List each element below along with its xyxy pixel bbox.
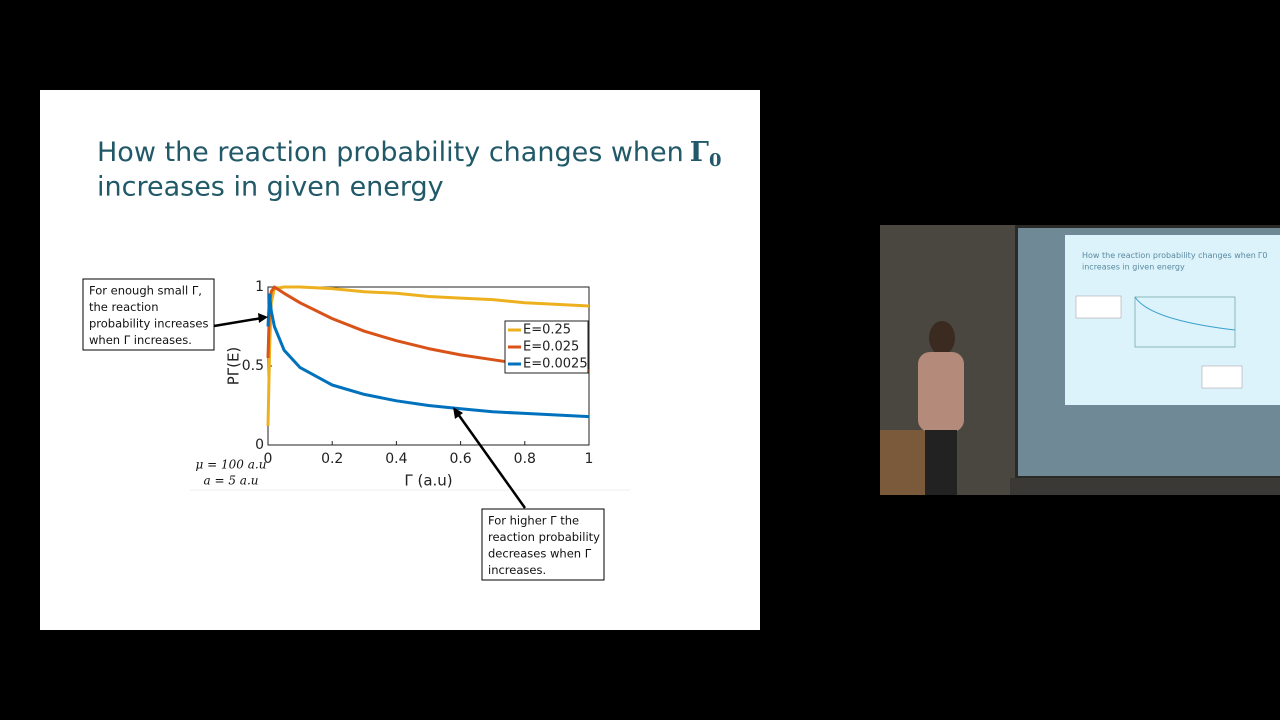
mini-title-symbol: Γ xyxy=(1258,251,1263,260)
x-tick-label: 0 xyxy=(264,451,273,467)
note-text: the reaction xyxy=(89,300,158,314)
slide-title: How the reaction probability changes whe… xyxy=(97,137,721,172)
title-text: How the reaction probability changes whe… xyxy=(97,137,684,168)
mini-curve xyxy=(1134,296,1236,331)
mini-note xyxy=(1075,295,1122,319)
desk xyxy=(880,430,930,495)
series-line xyxy=(266,285,590,427)
legend-label: E=0.025 xyxy=(523,340,579,355)
notes: For enough small Γ, the reaction probabili… xyxy=(89,284,600,578)
y-axis-label: PΓ(E) xyxy=(225,347,243,386)
note-text: when Γ increases. xyxy=(89,333,192,347)
param-text: a = 5 a.u xyxy=(204,474,259,488)
legend-label: E=0.25 xyxy=(523,323,571,338)
y-tick-label: 1 xyxy=(255,279,264,295)
projected-slide xyxy=(1065,235,1280,405)
mini-title-sub: 0 xyxy=(1262,251,1267,260)
note-text: decreases when Γ xyxy=(488,547,592,561)
x-axis-label: Γ (a.u) xyxy=(404,472,452,490)
speaker-legs xyxy=(925,430,957,495)
note-box xyxy=(82,278,215,351)
legend-label: E=0.0025 xyxy=(523,357,588,372)
note-text: For enough small Γ, xyxy=(89,284,202,298)
arrow-head xyxy=(453,407,463,419)
title-subscript: 0 xyxy=(709,150,722,171)
title-symbol: Γ xyxy=(690,137,709,168)
note-text: reaction probability xyxy=(488,530,600,544)
note-box xyxy=(481,508,605,581)
y-tick-label: 0 xyxy=(255,437,264,453)
x-tick-label: 1 xyxy=(585,451,594,467)
x-tick-label: 0.2 xyxy=(321,451,343,467)
x-tick-label: 0.8 xyxy=(514,451,536,467)
y-tick-label: 0.5 xyxy=(242,358,264,374)
arrow xyxy=(456,413,527,509)
mini-title: How the reaction probability changes whe… xyxy=(1082,251,1267,260)
mini-plot xyxy=(1134,296,1236,348)
arrow xyxy=(213,316,263,328)
speaker-head xyxy=(929,321,955,355)
note-text: For higher Γ the xyxy=(488,514,579,528)
speaker-body xyxy=(918,352,964,432)
x-tick-label: 0.6 xyxy=(449,451,471,467)
plot: 0 0.2 0.4 0.6 0.8 1 0 0.5 1 Γ (a.u) PΓ(E) E=0.25 E=0… xyxy=(225,279,594,490)
mini-note xyxy=(1201,365,1243,389)
x-tick-label: 0.4 xyxy=(385,451,407,467)
series-line xyxy=(266,293,590,419)
mini-title-text: How the reaction probability changes whe… xyxy=(1082,251,1256,260)
slide-title-line2: increases in given energy xyxy=(97,172,444,203)
floor xyxy=(1010,478,1280,495)
param-text: μ = 100 a.u xyxy=(196,458,267,472)
note-text: probability increases xyxy=(89,317,208,331)
note-text: increases. xyxy=(488,563,546,577)
mini-title-line2: increases in given energy xyxy=(1082,263,1185,272)
arrow-head xyxy=(258,313,268,323)
